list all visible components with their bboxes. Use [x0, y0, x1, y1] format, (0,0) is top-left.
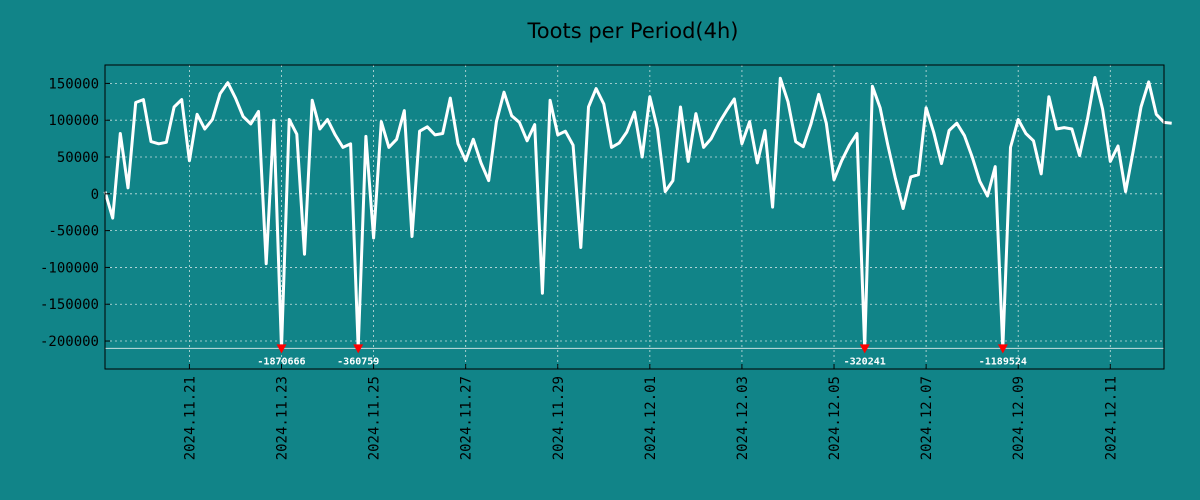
y-axis: 150000 100000 50000 0 -50000 -100000 -150000 -2…	[40, 76, 110, 350]
x-tick-label: 2024.12.03	[735, 376, 751, 460]
y-tick-label: 0	[91, 187, 99, 203]
y-tick-label: -100000	[40, 260, 99, 276]
y-tick-label: -150000	[40, 297, 99, 313]
x-axis: 2024.11.21 2024.11.23 2024.11.25 2024.11.27…	[182, 364, 1119, 460]
clipped-point-marker	[997, 344, 1008, 354]
chart-title: Toots per Period(4h)	[527, 19, 739, 43]
y-tick-label: -200000	[40, 334, 99, 350]
y-tick-label: -50000	[48, 224, 99, 240]
x-tick-label: 2024.12.09	[1011, 376, 1027, 460]
clipped-point-marker	[353, 344, 364, 354]
x-tick-label: 2024.11.25	[367, 376, 383, 460]
clipped-point-label: -1870666	[257, 356, 305, 367]
x-tick-label: 2024.12.11	[1103, 376, 1119, 460]
x-tick-label: 2024.12.05	[827, 376, 843, 460]
plot-frame	[104, 64, 1165, 370]
clipped-point-label: -360759	[337, 356, 379, 367]
clipped-point-label: -320241	[844, 356, 886, 367]
clipped-point-marker	[276, 344, 287, 354]
x-tick-label: 2024.11.29	[551, 376, 567, 460]
clipped-point-marker	[859, 344, 870, 354]
y-tick-label: 50000	[57, 150, 99, 166]
x-tick-label: 2024.12.01	[643, 376, 659, 460]
y-tick-label: 100000	[48, 113, 99, 129]
x-tick-label: 2024.11.23	[275, 376, 291, 460]
x-tick-label: 2024.11.27	[459, 376, 475, 460]
series-line	[103, 76, 1172, 350]
clipped-point-label: -1189524	[979, 356, 1027, 367]
x-tick-label: 2024.12.07	[919, 376, 935, 460]
y-tick-label: 150000	[48, 76, 99, 92]
x-tick-label: 2024.11.21	[182, 376, 198, 460]
clipped-markers: -1870666 -360759 -320241 -1189524	[257, 344, 1027, 367]
